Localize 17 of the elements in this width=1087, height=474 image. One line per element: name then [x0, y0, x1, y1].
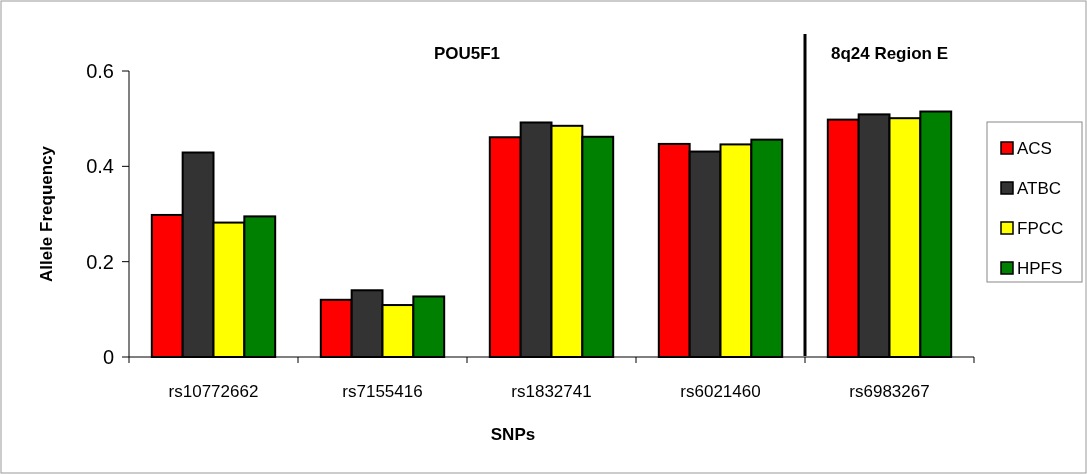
x-axis-title: SNPs	[490, 425, 536, 444]
x-tick-label: rs6983267	[849, 382, 930, 401]
y-tick-label: 0.4	[86, 155, 114, 178]
x-tick-label: rs10772662	[168, 382, 259, 401]
y-tick-label: 0	[102, 346, 114, 368]
x-tick-label: rs1832741	[511, 382, 592, 401]
legend-label: ACS	[1017, 138, 1052, 158]
legend-label: FPCC	[1017, 218, 1064, 238]
y-axis-title: Allele Frequency	[37, 145, 56, 283]
y-tick-label: 0.6	[86, 60, 114, 82]
text: POU5F1	[433, 44, 501, 63]
legend-label: ATBC	[1017, 178, 1062, 198]
y-tick-label: 0.2	[86, 250, 114, 273]
legend-label: HPFS	[1017, 258, 1063, 278]
x-tick-label: rs6021460	[680, 382, 761, 401]
text: 8q24 Region E	[830, 44, 949, 63]
x-tick-label: rs7155416	[342, 382, 423, 401]
